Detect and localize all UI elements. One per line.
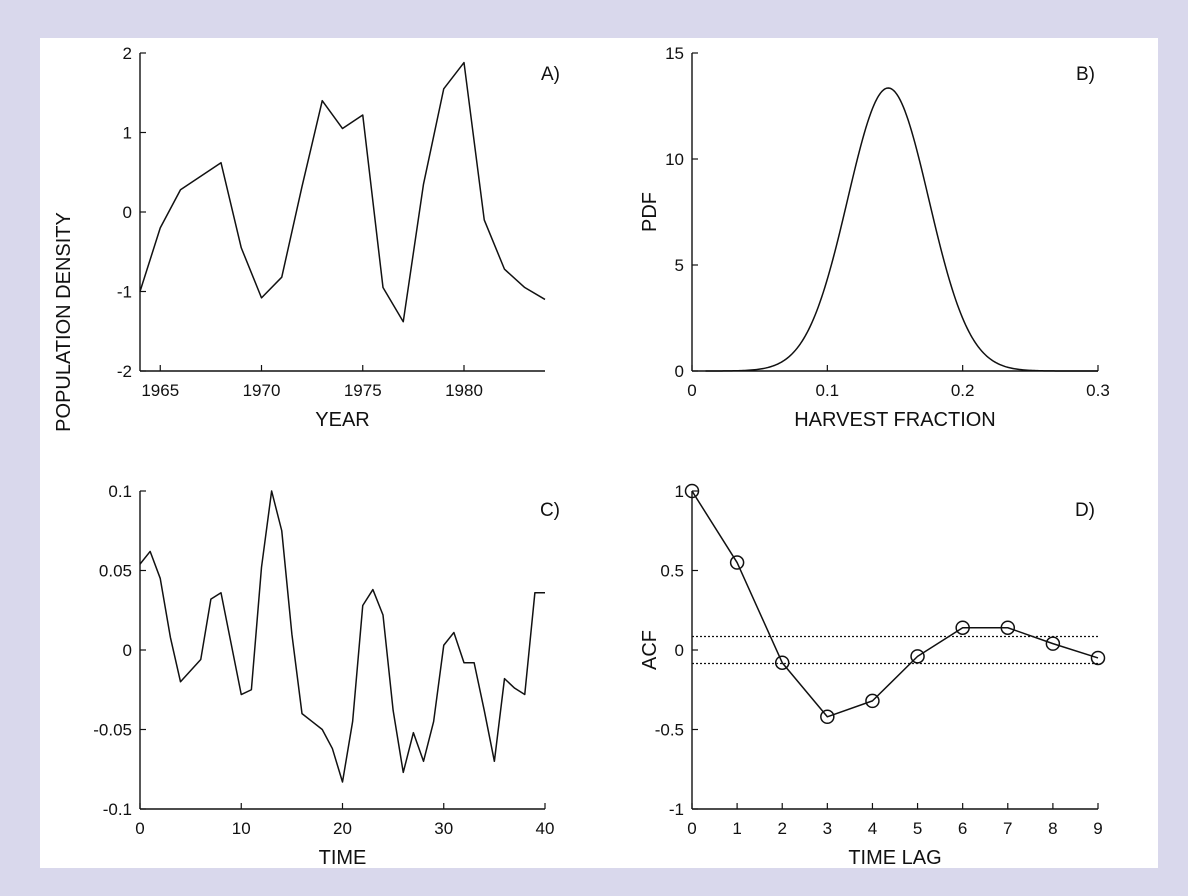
panel-b-label: B): [1076, 64, 1095, 85]
panel-a-y-tick-label: -1: [117, 283, 132, 302]
panel-b-y-axis-label: PDF: [639, 192, 661, 232]
panel-b-x-tick-label: 0: [687, 381, 696, 400]
panel-d-y-tick-label: -1: [669, 800, 684, 819]
panel-a-series-line: [139, 61, 546, 323]
panel-d: D) 0 1 2 3 4 5 6 7 8 9 -1 -0.5 0 0.5 1 TIME LAG ACF: [639, 482, 1106, 868]
panel-c-x-tick-label: 0: [135, 819, 144, 838]
panel-c-y-tick-label: 0.05: [99, 562, 132, 581]
panel-c-x-tick-label: 20: [333, 819, 352, 838]
panel-d-series-line: [691, 490, 1099, 718]
panel-c-y-tick-label: -0.1: [103, 800, 132, 819]
panel-d-x-tick-label: 2: [777, 819, 786, 838]
panel-a-y-tick-label: 2: [123, 44, 132, 63]
panel-d-data-point: [1000, 620, 1016, 635]
panel-c-x-tick-label: 10: [232, 819, 251, 838]
panel-b-x-tick-label: 0.3: [1086, 381, 1110, 400]
panel-a-y-tick-label: -2: [117, 362, 132, 381]
figure-canvas: A) 1965 1970 1975 1980-2-1012YEARPOPULATION…: [53, 44, 1110, 868]
panel-d-x-tick-label: 1: [732, 819, 741, 838]
panel-a-x-axis-label: YEAR: [315, 409, 369, 431]
panel-d-data-point: [955, 620, 970, 635]
panel-a-y-tick-label: 1: [123, 124, 132, 143]
panel-b-y-tick-label: 0: [675, 362, 684, 381]
panel-a: A) 1965 1970 1975 1980 -2 -1 0 1 2 YEAR POPULATION…: [53, 44, 560, 432]
panel-c-y-tick-label: -0.05: [93, 721, 132, 740]
panel-a-x-tick-label: 1965: [141, 381, 179, 400]
panel-c: C) 0 10 20 30 40 -0.1 -0.05 0 0.05 0.1 TIME: [93, 482, 560, 868]
panel-c-x-tick-label: 40: [536, 819, 555, 838]
panel-d-data-point: [729, 555, 745, 570]
panel-d-data-point: [820, 709, 835, 725]
panel-d-x-tick-label: 6: [958, 819, 967, 838]
panel-b-series-line: [705, 87, 1098, 372]
panel-d-label: D): [1075, 500, 1095, 521]
panel-d-data-point: [774, 655, 790, 670]
panel-c-y-tick-label: 0: [123, 641, 132, 660]
panel-d-x-tick-label: 0: [687, 819, 696, 838]
panel-d-x-tick-label: 9: [1093, 819, 1102, 838]
panel-d-data-point: [1090, 650, 1106, 666]
panel-d-data-point: [684, 483, 700, 499]
panel-d-y-tick-label: 1: [675, 482, 684, 501]
panel-b-y-tick-label: 10: [665, 150, 684, 169]
panel-b-x-tick-label: 0.2: [951, 381, 975, 400]
panel-b-y-tick-label: 15: [665, 44, 684, 63]
panel-a-x-tick-label: 1970: [243, 381, 281, 400]
panel-c-x-axis-label: TIME: [319, 847, 367, 868]
panel-b-x-tick-label: 0.1: [816, 381, 840, 400]
panel-a-y-tick-label: 0: [123, 203, 132, 222]
panel-c-series-line: [139, 490, 545, 783]
panel-a-y-axis-label: POPULATION DENSITY: [53, 212, 75, 432]
panel-d-x-tick-label: 7: [1003, 819, 1012, 838]
panel-d-x-axis-label: TIME LAG: [848, 847, 941, 868]
panel-d-y-axis-label: ACF: [639, 630, 661, 670]
panel-b-x-axis-label: HARVEST FRACTION: [794, 409, 996, 431]
panel-d-x-tick-label: 5: [913, 819, 922, 838]
panel-a-label: A): [541, 64, 560, 85]
panel-c-x-tick-label: 30: [434, 819, 453, 838]
panel-d-y-tick-label: 0: [675, 641, 684, 660]
panel-c-y-tick-label: 0.1: [108, 482, 132, 501]
panel-d-x-tick-label: 4: [868, 819, 877, 838]
panel-d-y-tick-label: 0.5: [660, 562, 684, 581]
panel-a-x-tick-label: 1980: [445, 381, 483, 400]
panel-a-x-tick-label: 1975: [344, 381, 382, 400]
panel-d-y-tick-label: -0.5: [655, 721, 684, 740]
panel-d-x-tick-label: 8: [1048, 819, 1057, 838]
panel-b-y-tick-label: 5: [675, 256, 684, 275]
panel-d-x-tick-label: 3: [823, 819, 832, 838]
panel-b: B) 0 0.1 0.2 0.3 0 5 10 15 HARVEST FRACTION PDF: [639, 44, 1110, 431]
panel-d-data-point: [1045, 636, 1061, 651]
figure-frame: A) 1965 1970 1975 1980 -2 -1 0 1 2 YEAR POPULATION…: [40, 38, 1158, 868]
panel-c-label: C): [540, 500, 560, 521]
panel-d-data-point: [865, 693, 880, 709]
panel-d-data-point: [910, 649, 925, 664]
